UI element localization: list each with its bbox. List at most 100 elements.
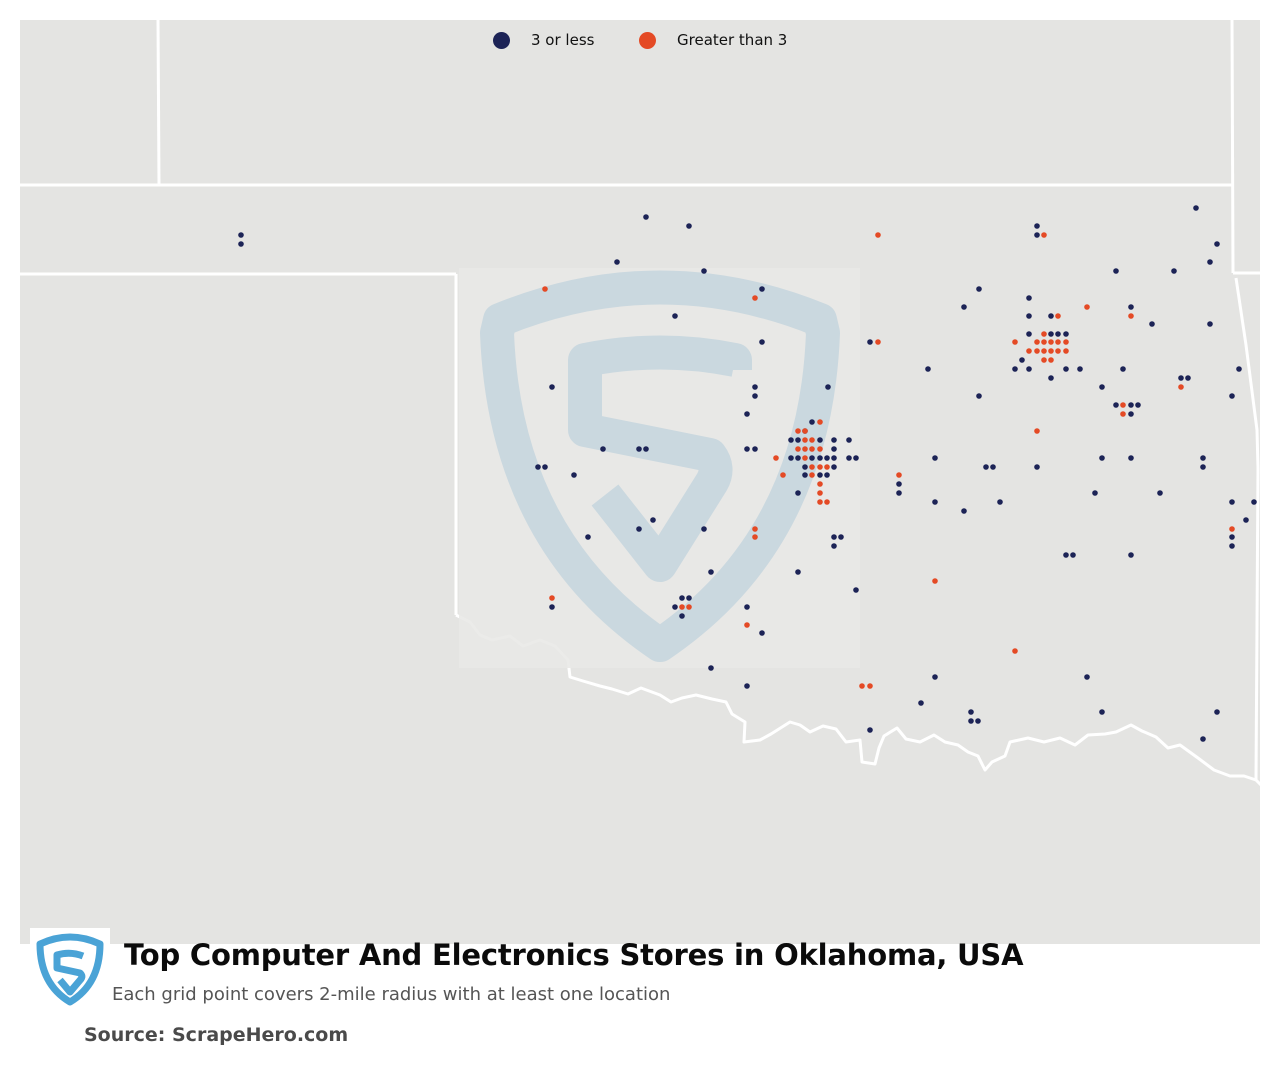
map-dot-low <box>795 490 801 496</box>
map-dot-low <box>535 464 541 470</box>
map-dot-low <box>1026 331 1032 337</box>
map-dot-high <box>1041 339 1047 345</box>
border-red-river <box>455 613 1264 788</box>
map-dot-low <box>238 232 244 238</box>
map-dot-low <box>846 455 852 461</box>
map-dot-low <box>809 419 815 425</box>
map-dot-low <box>636 446 642 452</box>
map-dot-high <box>1055 313 1061 319</box>
map-dot-low <box>686 595 692 601</box>
map-dot-low <box>997 499 1003 505</box>
map-dot-low <box>1128 304 1134 310</box>
map-dot-low <box>1185 375 1191 381</box>
map-dot-low <box>975 718 981 724</box>
legend-label-low: 3 or less <box>531 31 595 49</box>
map-dot-low <box>585 534 591 540</box>
map-dot-low <box>1229 543 1235 549</box>
map-dot-low <box>542 464 548 470</box>
map-dot-high <box>817 499 823 505</box>
map-dot-low <box>968 718 974 724</box>
map-dot-low <box>701 526 707 532</box>
map-dot-low <box>896 481 902 487</box>
map-dot-high <box>1120 402 1126 408</box>
map-dot-low <box>1099 709 1105 715</box>
map-dot-low <box>744 446 750 452</box>
map-dot-low <box>549 604 555 610</box>
map-dot-low <box>1229 499 1235 505</box>
scrapehero-shield-logo-icon <box>30 928 110 1010</box>
map-dot-high <box>809 464 815 470</box>
map-dot-low <box>788 455 794 461</box>
map-dot-low <box>1077 366 1083 372</box>
map-dot-low <box>1178 375 1184 381</box>
map-dot-high <box>752 534 758 540</box>
map-dot-low <box>1128 402 1134 408</box>
map-dot-low <box>672 313 678 319</box>
map-dot-low <box>831 543 837 549</box>
map-dot-high <box>802 437 808 443</box>
map-dot-high <box>875 232 881 238</box>
page-title: Top Computer And Electronics Stores in O… <box>124 938 1024 972</box>
map-dot-low <box>831 446 837 452</box>
map-dot-low <box>1157 490 1163 496</box>
map-dot-low <box>752 384 758 390</box>
map-dot-high <box>817 481 823 487</box>
map-dot-high <box>802 428 808 434</box>
map-dot-low <box>1128 411 1134 417</box>
map-dot-high <box>1012 339 1018 345</box>
map-dot-high <box>744 622 750 628</box>
map-dot-low <box>643 446 649 452</box>
map-dot-low <box>824 472 830 478</box>
map-dot-low <box>1193 205 1199 211</box>
map-dot-low <box>679 613 685 619</box>
map-dot-high <box>817 490 823 496</box>
map-dot-low <box>1229 534 1235 540</box>
map-dot-high <box>1012 648 1018 654</box>
map-dot-low <box>1099 384 1105 390</box>
map-dot-low <box>752 446 758 452</box>
scrapehero-watermark-icon <box>459 268 860 668</box>
map-dot-high <box>780 472 786 478</box>
map-dot-high <box>1034 339 1040 345</box>
map-dot-low <box>759 339 765 345</box>
map-dot-low <box>672 604 678 610</box>
map-dot-low <box>976 393 982 399</box>
map-dot-high <box>875 339 881 345</box>
map-dot-high <box>773 455 779 461</box>
map-dot-high <box>549 595 555 601</box>
map-dot-low <box>238 241 244 247</box>
map-dot-low <box>1048 331 1054 337</box>
map-dot-high <box>809 437 815 443</box>
map-dot-high <box>1063 339 1069 345</box>
map-dot-high <box>817 464 823 470</box>
map-dot-high <box>1048 348 1054 354</box>
map-dot-high <box>824 464 830 470</box>
map-dot-low <box>846 437 852 443</box>
legend-label-high: Greater than 3 <box>677 31 788 49</box>
source-credit: Source: ScrapeHero.com <box>84 1024 349 1046</box>
map-dot-low <box>1171 268 1177 274</box>
map-dot-low <box>817 472 823 478</box>
map-dot-low <box>896 490 902 496</box>
map-dot-low <box>1229 393 1235 399</box>
map-dot-low <box>1251 499 1257 505</box>
map-dot-low <box>1113 268 1119 274</box>
map-dot-low <box>1063 331 1069 337</box>
map-dot-high <box>1084 304 1090 310</box>
map-dot-high <box>679 604 685 610</box>
map-dot-high <box>795 446 801 452</box>
map-dot-high <box>1178 384 1184 390</box>
map-dot-low <box>824 455 830 461</box>
legend-item-low: 3 or less <box>493 31 594 49</box>
legend-swatch-low <box>493 31 510 49</box>
border-colorado-kansas <box>156 17 161 187</box>
map-dot-low <box>1084 674 1090 680</box>
map-dot-low <box>1099 455 1105 461</box>
map-dot-high <box>824 499 830 505</box>
map-dot-low <box>1207 321 1213 327</box>
map-dot-low <box>701 268 707 274</box>
map-dot-low <box>1236 366 1242 372</box>
map-dot-high <box>809 446 815 452</box>
map-dot-high <box>795 428 801 434</box>
